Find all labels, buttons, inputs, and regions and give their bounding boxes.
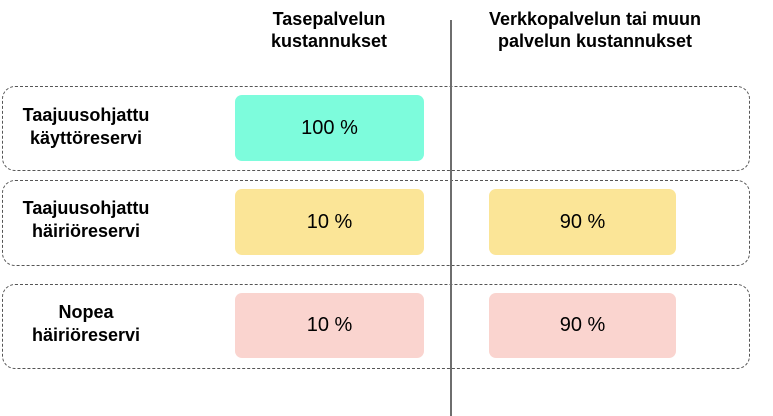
value-box-tase: 100 % <box>235 95 424 161</box>
row-box-nopea-hairioreservi <box>2 284 750 369</box>
value-text: 90 % <box>559 210 606 233</box>
value-text: 10 % <box>306 314 353 336</box>
column-header-tase: Tasepalvelun kustannukset <box>234 8 424 52</box>
value-box-tase: 10 % <box>235 293 424 358</box>
row-label-nopea-hairioreservi: Nopea häiriöreservi <box>2 301 170 347</box>
column-header-tase-line2: kustannukset <box>270 31 388 51</box>
row-label-line2: käyttöreservi <box>29 128 143 148</box>
column-divider <box>450 20 452 416</box>
column-header-tase-line1: Tasepalvelun <box>272 9 386 29</box>
row-label-kayttoreservi: Taajuusohjattu käyttöreservi <box>2 104 170 150</box>
row-label-line2: häiriöreservi <box>31 325 141 345</box>
value-box-tase: 10 % <box>235 189 424 255</box>
column-header-verkko-line2: palvelun kustannukset <box>497 31 693 51</box>
value-text: 90 % <box>559 314 606 336</box>
value-text: 10 % <box>306 210 353 233</box>
value-text: 100 % <box>301 116 358 139</box>
row-label-line1: Taajuusohjattu <box>22 105 150 125</box>
value-box-verkko: 90 % <box>489 293 676 358</box>
column-header-verkko-line1: Verkkopalvelun tai muun <box>488 9 702 29</box>
value-box-verkko: 90 % <box>489 189 676 255</box>
row-box-hairioreservi <box>2 180 750 266</box>
row-label-line2: häiriöreservi <box>31 221 141 241</box>
column-header-verkko: Verkkopalvelun tai muun palvelun kustann… <box>470 8 720 52</box>
row-label-line1: Nopea <box>58 302 114 322</box>
row-label-line1: Taajuusohjattu <box>22 198 150 218</box>
row-label-hairioreservi: Taajuusohjattu häiriöreservi <box>2 197 170 243</box>
row-box-kayttoreservi <box>2 86 750 171</box>
